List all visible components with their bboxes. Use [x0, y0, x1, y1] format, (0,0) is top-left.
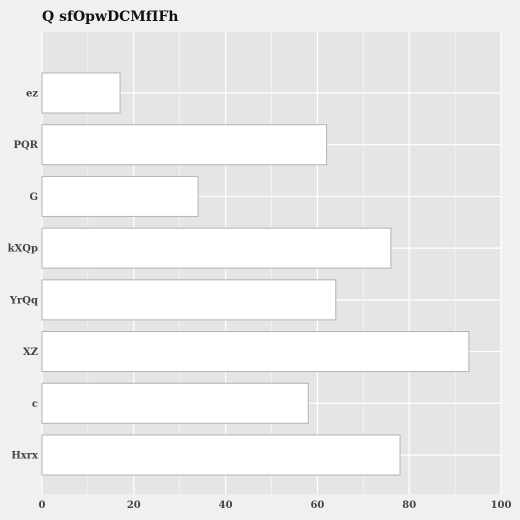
x-tick-label: 0 [39, 500, 46, 511]
bar-XZ [41, 331, 470, 373]
category-label: c [32, 399, 38, 410]
category-label: XZ [23, 347, 38, 358]
bar-PQR [41, 124, 328, 166]
bar-G [41, 175, 199, 217]
bars [41, 72, 470, 476]
category-label: ez [26, 89, 38, 100]
bar-YrQq [41, 279, 337, 321]
bar-ez [41, 72, 121, 114]
x-tick-label: 100 [491, 500, 512, 511]
category-label: Hxrx [11, 451, 39, 462]
bar-Hxrx [41, 434, 401, 476]
category-label: G [29, 192, 38, 203]
x-tick-label: 60 [310, 500, 324, 511]
category-label: YrQq [9, 295, 38, 306]
category-label: kXQp [8, 244, 38, 255]
x-tick-labels: 0 20 40 60 80 100 [39, 500, 512, 511]
chart-title: Q sfOpwDCMfIFh [42, 9, 178, 25]
category-label: PQR [13, 140, 38, 151]
x-tick-label: 20 [127, 500, 141, 511]
bar-c [41, 382, 309, 424]
x-tick-label: 80 [402, 500, 416, 511]
bar-kXQp [41, 227, 392, 269]
x-tick-label: 40 [219, 500, 233, 511]
